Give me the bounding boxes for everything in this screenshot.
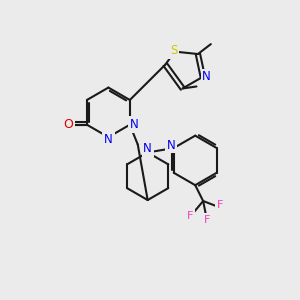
Text: F: F (204, 215, 210, 225)
Text: S: S (170, 44, 178, 57)
Text: F: F (217, 200, 223, 210)
Text: N: N (104, 133, 113, 146)
Text: N: N (129, 118, 138, 131)
Text: F: F (187, 211, 194, 221)
Text: O: O (63, 118, 73, 131)
Text: N: N (202, 70, 211, 83)
Text: N: N (143, 142, 152, 155)
Text: N: N (167, 139, 175, 152)
